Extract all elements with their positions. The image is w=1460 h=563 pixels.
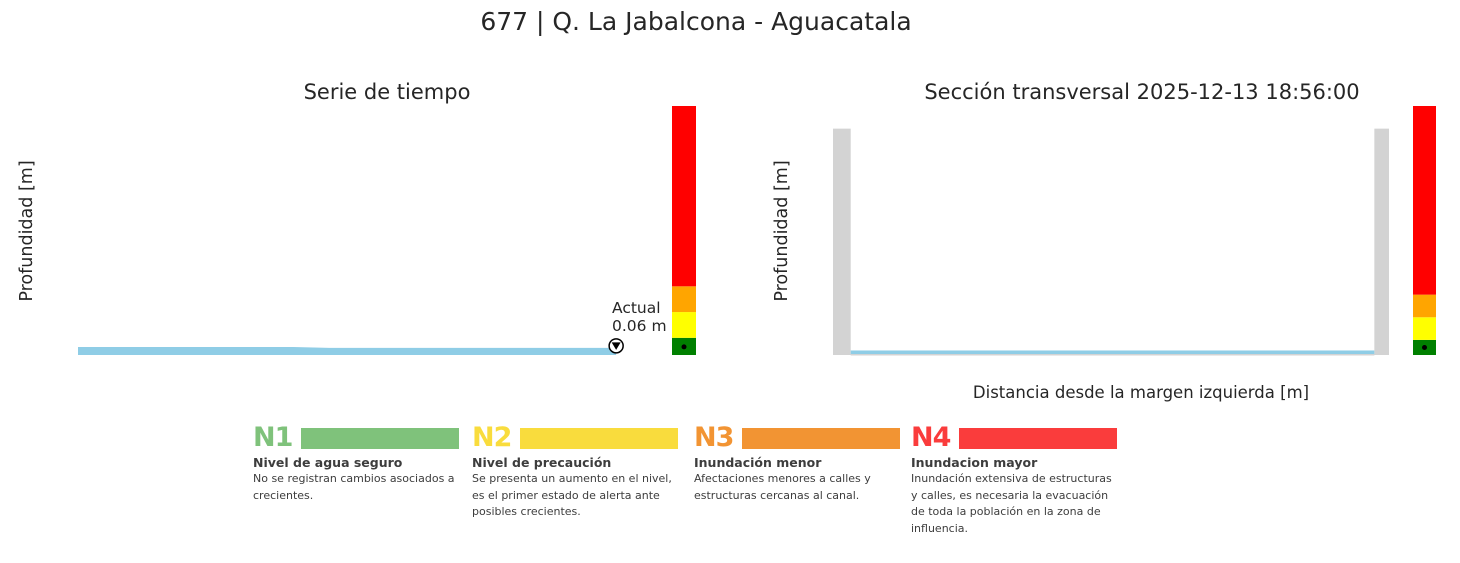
legend-item-n1: N1 Nivel de agua seguro No se registran ca…: [253, 424, 459, 504]
legend-code: N1: [253, 422, 293, 453]
legend-description: Inundación extensiva de estructuras y ca…: [911, 472, 1112, 535]
current-value-annotation: Actual 0.06 m: [612, 299, 667, 335]
legend-item-n2: N2 Nivel de precaución Se presenta un aume…: [472, 424, 678, 521]
time-series-title: Serie de tiempo: [304, 80, 471, 104]
cross-section-title: Sección transversal 2025-12-13 18:56:00: [924, 80, 1359, 104]
legend-description: Se presenta un aumento en el nivel, es e…: [472, 472, 672, 518]
figure-title: 677 | Q. La Jabalcona - Aguacatala: [480, 7, 911, 36]
legend-header: N3: [694, 424, 900, 452]
level-band-n2: [672, 312, 696, 338]
current-level-dot: [681, 344, 687, 350]
legend-color-bar: [959, 427, 1117, 449]
legend-name: Inundación menor: [694, 455, 822, 470]
channel-bed: [850, 354, 1375, 356]
level-band-n2: [1413, 317, 1436, 340]
level-band-n3: [1413, 294, 1436, 318]
legend-name: Nivel de agua seguro: [253, 455, 403, 470]
legend-header: N2: [472, 424, 678, 452]
legend-description: Afectaciones menores a calles y estructu…: [694, 472, 871, 502]
cross-section-ylabel: Profundidad [m]: [772, 160, 792, 301]
level-band-n3: [672, 286, 696, 313]
annotation-line1: Actual: [612, 299, 661, 317]
level-band-n4: [672, 106, 696, 287]
legend-code: N2: [472, 422, 512, 453]
time-series-chart: Serie de tiempo Profundidad [m] Actual 0…: [17, 80, 696, 355]
water-level-triangle-icon: [611, 342, 621, 350]
legend-color-bar: [520, 427, 678, 449]
legend-item-n4: N4 Inundacion mayor Inundación extensiva d…: [911, 424, 1117, 537]
legend-code: N4: [911, 422, 951, 453]
legend-header: N1: [253, 424, 459, 452]
legend-name: Nivel de precaución: [472, 455, 612, 470]
legend-description: No se registran cambios asociados a crec…: [253, 472, 455, 502]
annotation-line2: 0.06 m: [612, 317, 667, 335]
legend-name: Inundacion mayor: [911, 455, 1038, 470]
cross-section-xlabel: Distancia desde la margen izquierda [m]: [973, 383, 1309, 402]
level-band-n4: [1413, 106, 1436, 295]
legend-color-bar: [301, 427, 459, 449]
legend-color-bar: [742, 427, 900, 449]
time-series-ylabel: Profundidad [m]: [17, 160, 37, 301]
current-level-dot: [1422, 344, 1427, 350]
legend-item-n3: N3 Inundación menor Afectaciones menores a…: [694, 424, 900, 504]
cross-section-chart: Sección transversal 2025-12-13 18:56:00 …: [772, 80, 1436, 402]
legend-code: N3: [694, 422, 734, 453]
right-bank-wall: [1374, 128, 1389, 355]
legend-header: N4: [911, 424, 1117, 452]
depth-line: [78, 346, 617, 352]
left-bank-wall: [833, 128, 851, 355]
water-section: [850, 350, 1375, 355]
